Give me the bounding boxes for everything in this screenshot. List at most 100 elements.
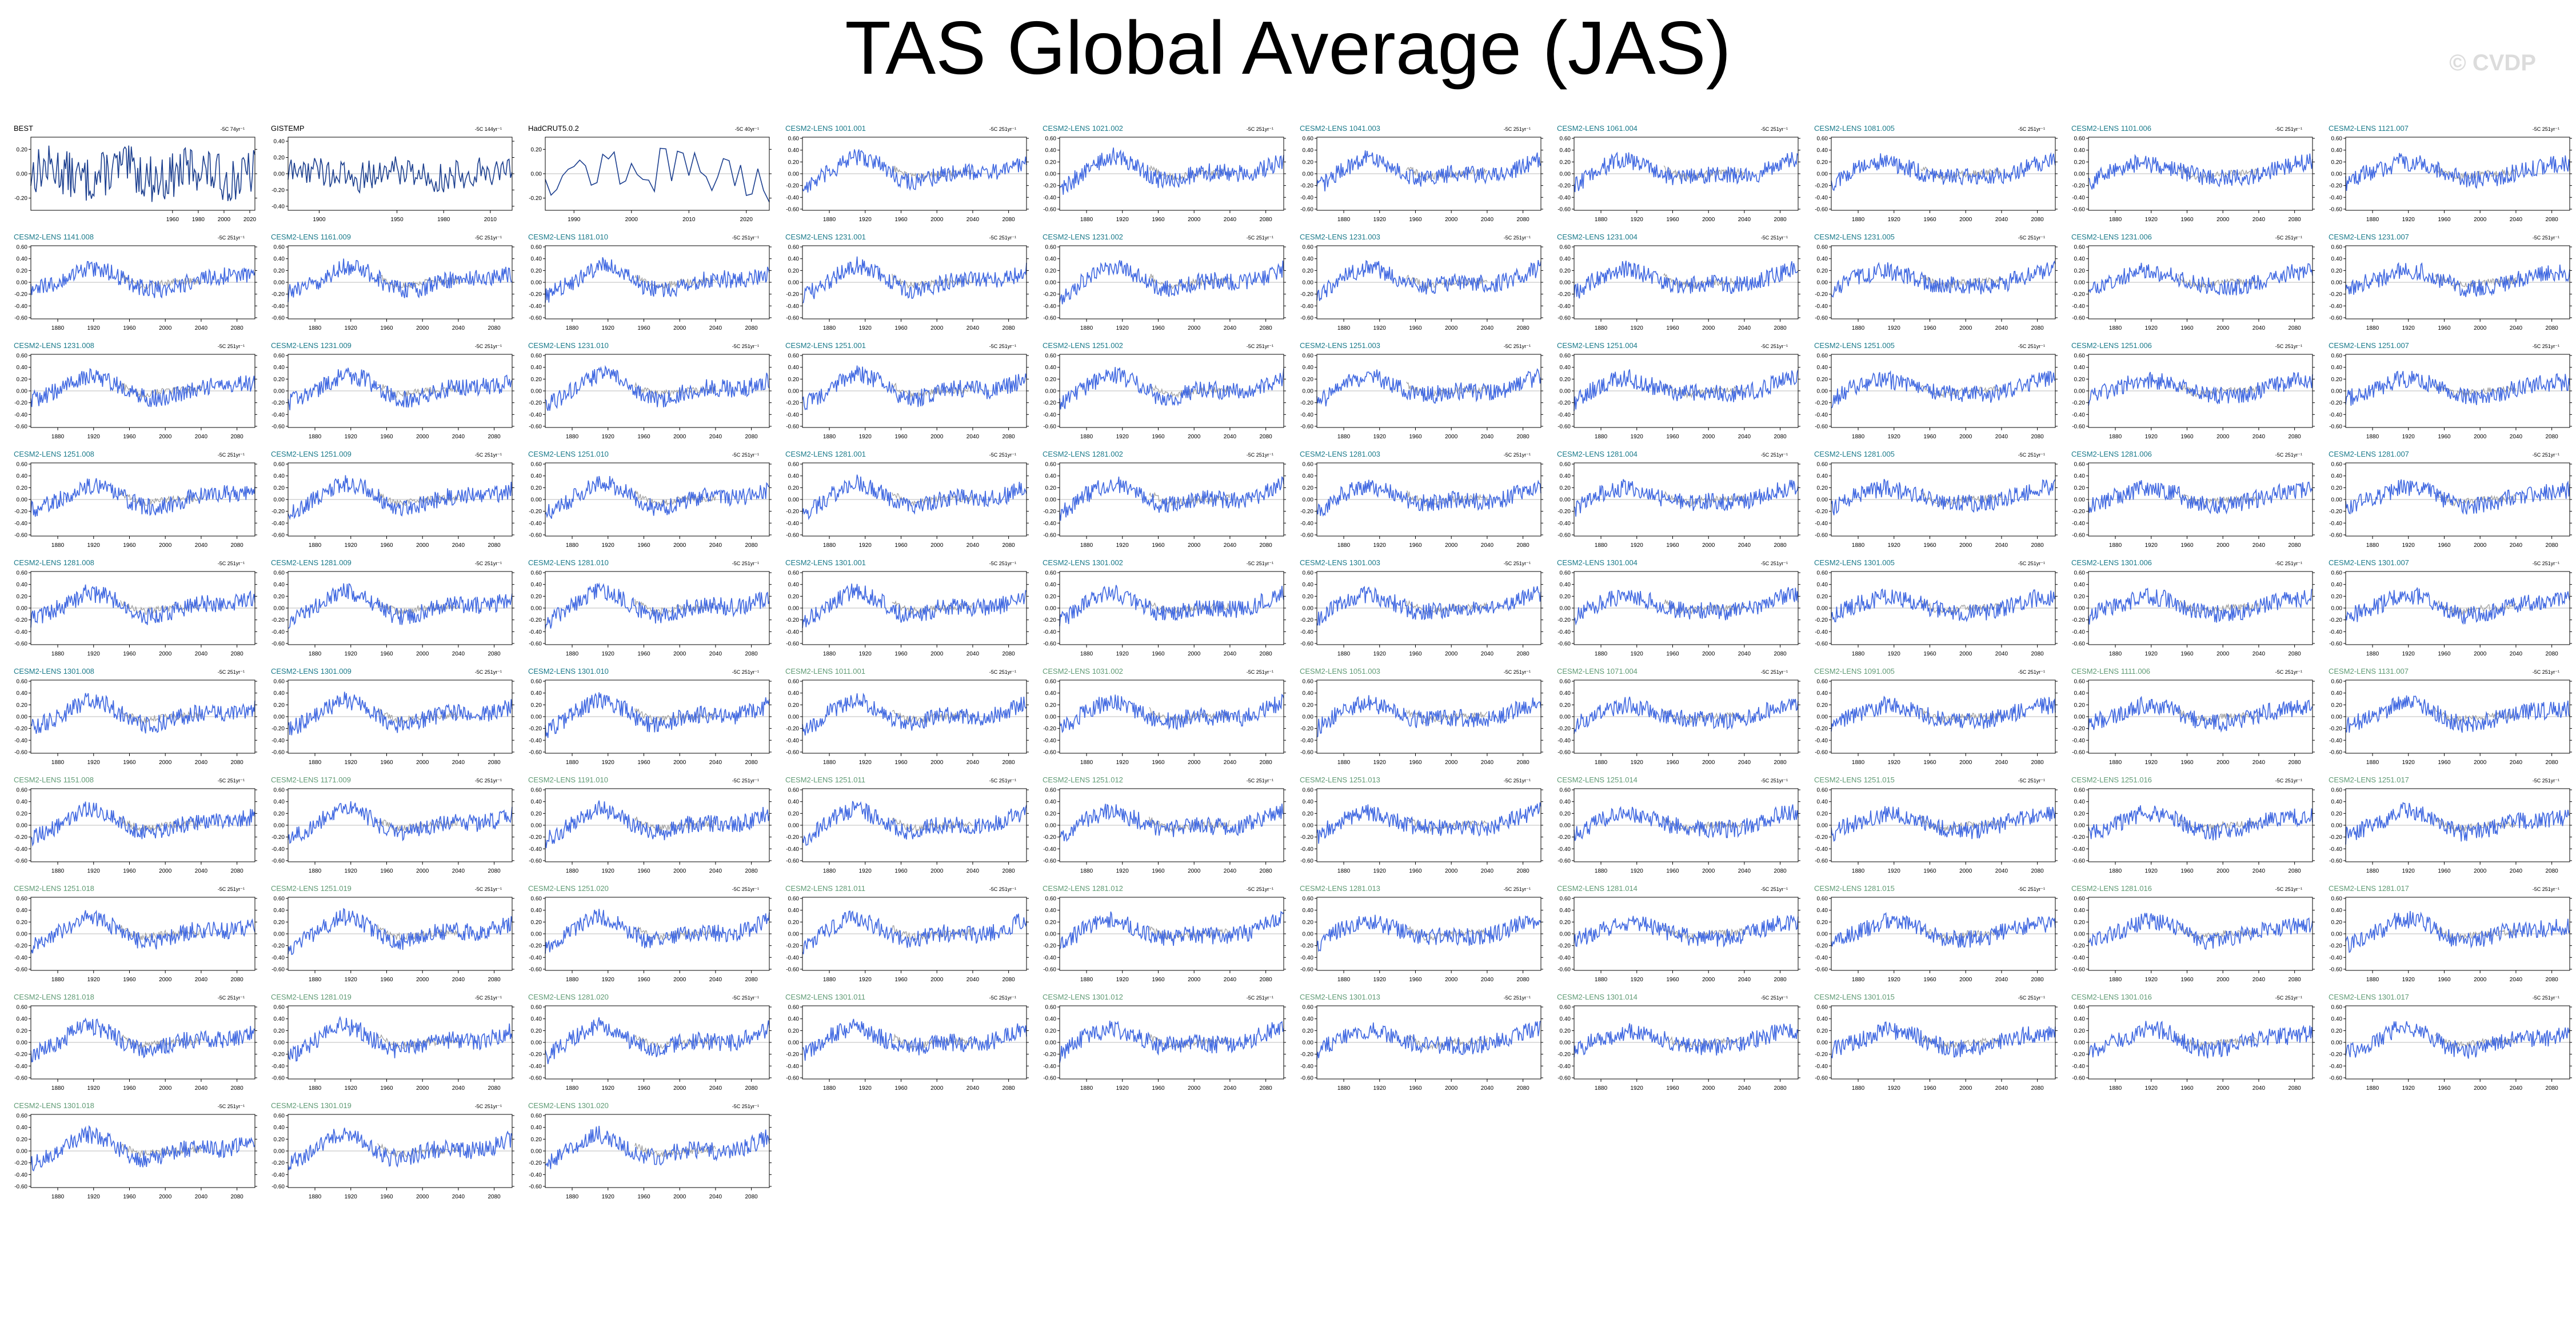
panel-title: CESM2-LENS 1301.004 xyxy=(1557,558,1638,567)
x-tick-label: 2080 xyxy=(2289,1085,2302,1092)
y-tick-label: -0.20 xyxy=(529,726,542,732)
x-tick-label: 2040 xyxy=(2252,542,2266,549)
y-tick-label: 0.20 xyxy=(1560,920,1571,926)
x-tick-label: 1880 xyxy=(1852,325,1865,331)
y-tick-label: -0.40 xyxy=(786,738,799,744)
x-tick-label: 1960 xyxy=(894,542,908,549)
series-line xyxy=(2088,1020,2313,1059)
panel-title: CESM2-LENS 1231.003 xyxy=(1300,233,1380,241)
y-tick-label: -0.40 xyxy=(1815,955,1828,961)
y-tick-label: -0.40 xyxy=(1043,303,1056,310)
series-line xyxy=(802,1018,1027,1061)
x-tick-label: 1960 xyxy=(1409,651,1422,657)
y-tick-label: 0.40 xyxy=(1303,473,1314,479)
x-tick-label: 2080 xyxy=(1774,977,1787,983)
y-tick-label: 0.20 xyxy=(274,1028,285,1034)
y-tick-label: 0.00 xyxy=(1303,823,1314,829)
y-tick-label: 0.00 xyxy=(2074,497,2086,503)
panel-trend-label: -5C 251yr⁻¹ xyxy=(2275,561,2302,566)
x-tick-label: 1960 xyxy=(1666,651,1679,657)
panel-trend-label: -5C 251yr⁻¹ xyxy=(1503,343,1531,349)
y-tick-label: -0.40 xyxy=(786,629,799,635)
ensemble-series-line xyxy=(1920,599,2002,615)
y-tick-label: -0.20 xyxy=(271,943,285,949)
x-tick-label: 2080 xyxy=(1774,868,1787,874)
series-line xyxy=(2088,262,2313,296)
x-tick-label: 1960 xyxy=(1152,760,1165,766)
y-tick-label: 0.00 xyxy=(17,1040,28,1046)
x-tick-label: 2000 xyxy=(159,760,172,766)
x-tick-label: 1960 xyxy=(1152,977,1165,983)
panel-title: CESM2-LENS 1231.005 xyxy=(1814,233,1895,241)
panel: CESM2-LENS 1301.009 -5C 251yr⁻¹ -0.60 -0.40… xyxy=(267,667,519,773)
y-tick-label: -0.40 xyxy=(271,1172,285,1178)
y-tick-label: -0.20 xyxy=(1815,400,1828,406)
y-tick-label: 0.40 xyxy=(1560,365,1571,371)
x-tick-label: 1960 xyxy=(1923,868,1936,874)
x-tick-label: 2080 xyxy=(1774,542,1787,549)
y-tick-label: -0.20 xyxy=(529,617,542,623)
y-tick-label: 0.60 xyxy=(531,896,542,902)
panel-title: CESM2-LENS 1161.009 xyxy=(271,233,351,241)
y-tick-label: -0.40 xyxy=(1557,1064,1571,1070)
y-tick-label: 0.60 xyxy=(1817,245,1828,251)
series-line xyxy=(1316,479,1541,517)
panel-title: CESM2-LENS 1251.020 xyxy=(528,884,609,893)
x-tick-label: 2040 xyxy=(709,542,722,549)
x-tick-label: 2080 xyxy=(1774,1085,1787,1092)
x-tick-label: 1920 xyxy=(345,1085,358,1092)
y-tick-label: 0.40 xyxy=(2074,582,2086,588)
series-line xyxy=(2345,153,2570,191)
x-tick-label: 1920 xyxy=(1888,325,1901,331)
y-tick-label: 0.40 xyxy=(1560,582,1571,588)
panel-title: CESM2-LENS 1301.002 xyxy=(1043,558,1123,567)
panel-title: CESM2-LENS 1281.020 xyxy=(528,993,609,1001)
x-tick-label: 1960 xyxy=(894,1085,908,1092)
ensemble-series-line xyxy=(1406,381,1488,398)
y-tick-label: -0.40 xyxy=(2072,195,2085,201)
y-tick-label: -0.60 xyxy=(1043,641,1056,647)
y-tick-label: 0.20 xyxy=(2074,377,2086,383)
series-line xyxy=(2345,911,2570,953)
y-tick-label: 0.00 xyxy=(2331,497,2343,503)
y-tick-label: 0.20 xyxy=(531,377,542,383)
y-tick-label: 0.00 xyxy=(788,606,800,612)
x-tick-label: 2000 xyxy=(2474,760,2487,766)
panel: CESM2-LENS 1281.007 -5C 251yr⁻¹ -0.60 -0.40… xyxy=(2325,450,2576,555)
y-tick-label: -0.40 xyxy=(1815,303,1828,310)
x-tick-label: 2000 xyxy=(416,760,429,766)
y-tick-label: -0.20 xyxy=(786,400,799,406)
y-tick-label: -0.40 xyxy=(529,412,542,418)
series-line xyxy=(287,367,513,410)
series-line xyxy=(1316,586,1541,626)
y-tick-label: 0.00 xyxy=(1560,606,1571,612)
y-tick-label: -0.20 xyxy=(1815,1052,1828,1058)
y-tick-label: 0.00 xyxy=(17,171,28,178)
x-tick-label: 2000 xyxy=(2474,434,2487,440)
x-tick-label: 1880 xyxy=(1852,977,1865,983)
y-tick-label: -0.20 xyxy=(2329,509,2342,515)
x-tick-label: 2040 xyxy=(1481,1085,1494,1092)
x-tick-label: 2000 xyxy=(1959,434,1972,440)
panel-title: CESM2-LENS 1251.011 xyxy=(785,776,865,784)
y-tick-label: 0.40 xyxy=(1560,473,1571,479)
y-tick-label: -0.20 xyxy=(1043,509,1056,515)
x-tick-label: 1960 xyxy=(2438,542,2451,549)
x-tick-label: 2040 xyxy=(195,325,208,331)
y-tick-label: 0.40 xyxy=(788,365,800,371)
x-tick-label: 1880 xyxy=(1595,868,1608,874)
x-tick-label: 1880 xyxy=(1595,325,1608,331)
panel-title: CESM2-LENS 1281.006 xyxy=(2071,450,2152,458)
x-tick-label: 2080 xyxy=(231,1085,244,1092)
y-tick-label: -0.60 xyxy=(1815,206,1828,213)
y-tick-label: -0.60 xyxy=(271,641,285,647)
series-line xyxy=(2345,262,2570,297)
